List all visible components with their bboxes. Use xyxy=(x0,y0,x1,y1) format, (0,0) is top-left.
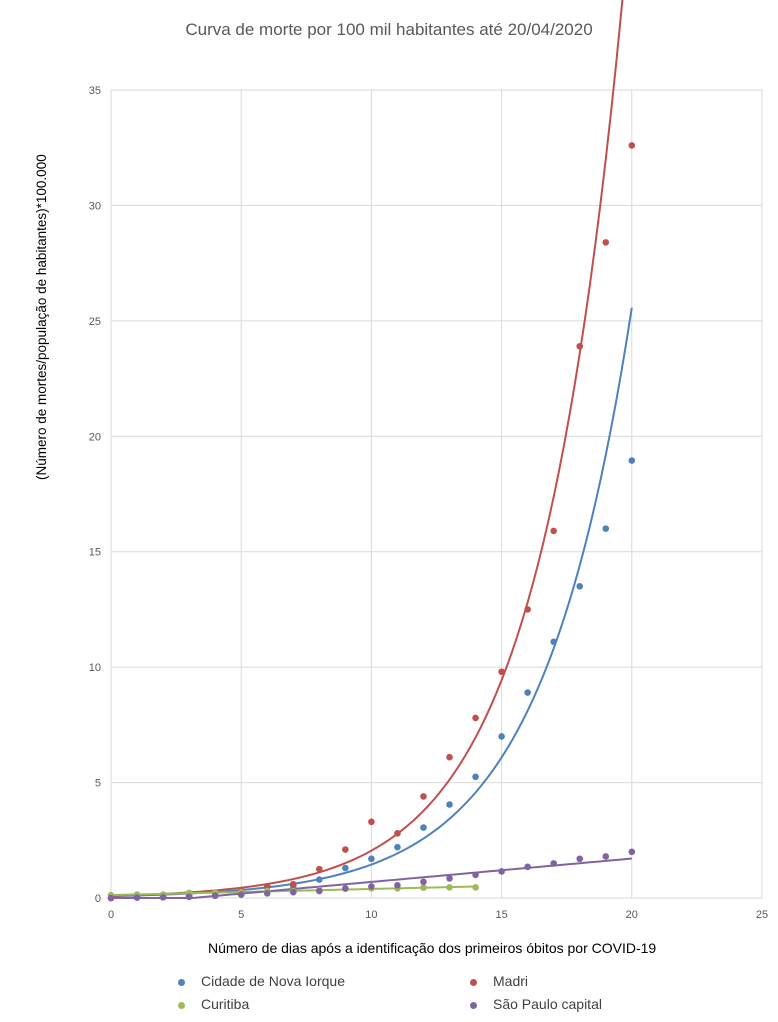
data-point xyxy=(107,894,115,902)
data-point xyxy=(289,888,297,896)
legend-label: Curitiba xyxy=(201,996,250,1012)
legend-item-sao-paulo: São Paulo capital xyxy=(470,996,602,1012)
y-tick-label: 35 xyxy=(89,85,101,97)
data-point xyxy=(628,457,636,464)
data-point xyxy=(524,606,531,613)
x-tick-label: 10 xyxy=(365,909,377,921)
data-point xyxy=(394,830,401,837)
legend-item-curitiba: Curitiba xyxy=(178,996,249,1012)
data-point xyxy=(576,855,584,863)
data-point xyxy=(185,893,193,901)
data-point xyxy=(420,884,427,891)
data-point xyxy=(420,793,427,800)
x-tick-label: 20 xyxy=(626,909,638,921)
legend-marker-icon xyxy=(470,978,477,986)
data-point xyxy=(420,878,427,886)
data-point xyxy=(472,714,479,722)
data-point xyxy=(394,843,401,851)
x-tick-label: 25 xyxy=(756,909,768,921)
x-tick-label: 15 xyxy=(495,909,507,921)
data-point xyxy=(368,855,375,863)
data-point xyxy=(237,891,245,898)
data-point xyxy=(602,853,610,860)
data-point xyxy=(316,887,323,895)
data-point xyxy=(446,875,453,882)
data-point xyxy=(342,864,349,872)
y-tick-label: 30 xyxy=(89,200,101,212)
data-point xyxy=(524,689,531,696)
data-point xyxy=(628,848,636,856)
y-tick-label: 25 xyxy=(89,316,101,328)
data-point xyxy=(550,860,557,867)
data-point xyxy=(342,846,349,853)
legend-marker-icon xyxy=(470,1001,477,1009)
data-point xyxy=(628,142,636,149)
data-point xyxy=(316,876,323,883)
data-point xyxy=(159,894,167,901)
x-tick-label: 5 xyxy=(238,909,244,921)
y-tick-label: 0 xyxy=(95,893,101,905)
data-point xyxy=(550,527,557,535)
data-point xyxy=(394,882,401,889)
legend-item-madri: Madri xyxy=(470,973,528,989)
x-axis-title: Número de dias após a identificação dos … xyxy=(208,940,657,956)
legend-marker-icon xyxy=(178,1001,185,1009)
trendline-madri xyxy=(110,0,624,897)
trendline-s-o-paulo-capital xyxy=(111,857,632,899)
y-tick-label: 10 xyxy=(89,662,101,674)
data-point xyxy=(498,868,505,875)
data-point xyxy=(446,753,453,761)
data-point xyxy=(446,884,453,891)
legend-marker-icon xyxy=(178,978,185,986)
data-point xyxy=(472,871,479,879)
data-point xyxy=(211,892,219,899)
legend-label: Madri xyxy=(493,973,529,989)
data-point xyxy=(342,885,349,892)
data-point xyxy=(602,239,610,246)
y-tick-label: 20 xyxy=(89,431,101,443)
data-point xyxy=(498,668,505,676)
data-point xyxy=(498,733,505,740)
data-point xyxy=(472,773,479,781)
data-point xyxy=(576,342,584,350)
data-point xyxy=(524,863,531,871)
data-point xyxy=(602,525,610,532)
legend-label: São Paulo capital xyxy=(493,996,602,1012)
x-tick-label: 0 xyxy=(108,909,114,921)
data-point xyxy=(289,880,297,888)
data-point xyxy=(472,884,479,891)
legend-item-nova-iorque: Cidade de Nova Iorque xyxy=(178,973,345,989)
data-point xyxy=(368,818,375,826)
data-point xyxy=(446,801,453,808)
y-tick-label: 15 xyxy=(89,547,101,559)
legend-label: Cidade de Nova Iorque xyxy=(201,973,345,989)
data-point xyxy=(263,883,271,890)
y-tick-label: 5 xyxy=(95,778,101,790)
data-point xyxy=(576,583,584,590)
data-point xyxy=(420,824,427,831)
chart-title: Curva de morte por 100 mil habitantes at… xyxy=(185,20,593,39)
data-point xyxy=(368,883,375,890)
data-point xyxy=(550,638,557,646)
data-point xyxy=(316,865,323,873)
data-point xyxy=(133,894,141,901)
plot-area: 0 5 10 15 20 25 0 5 10 15 20 25 30 35 xyxy=(89,0,768,921)
data-point xyxy=(263,890,271,897)
